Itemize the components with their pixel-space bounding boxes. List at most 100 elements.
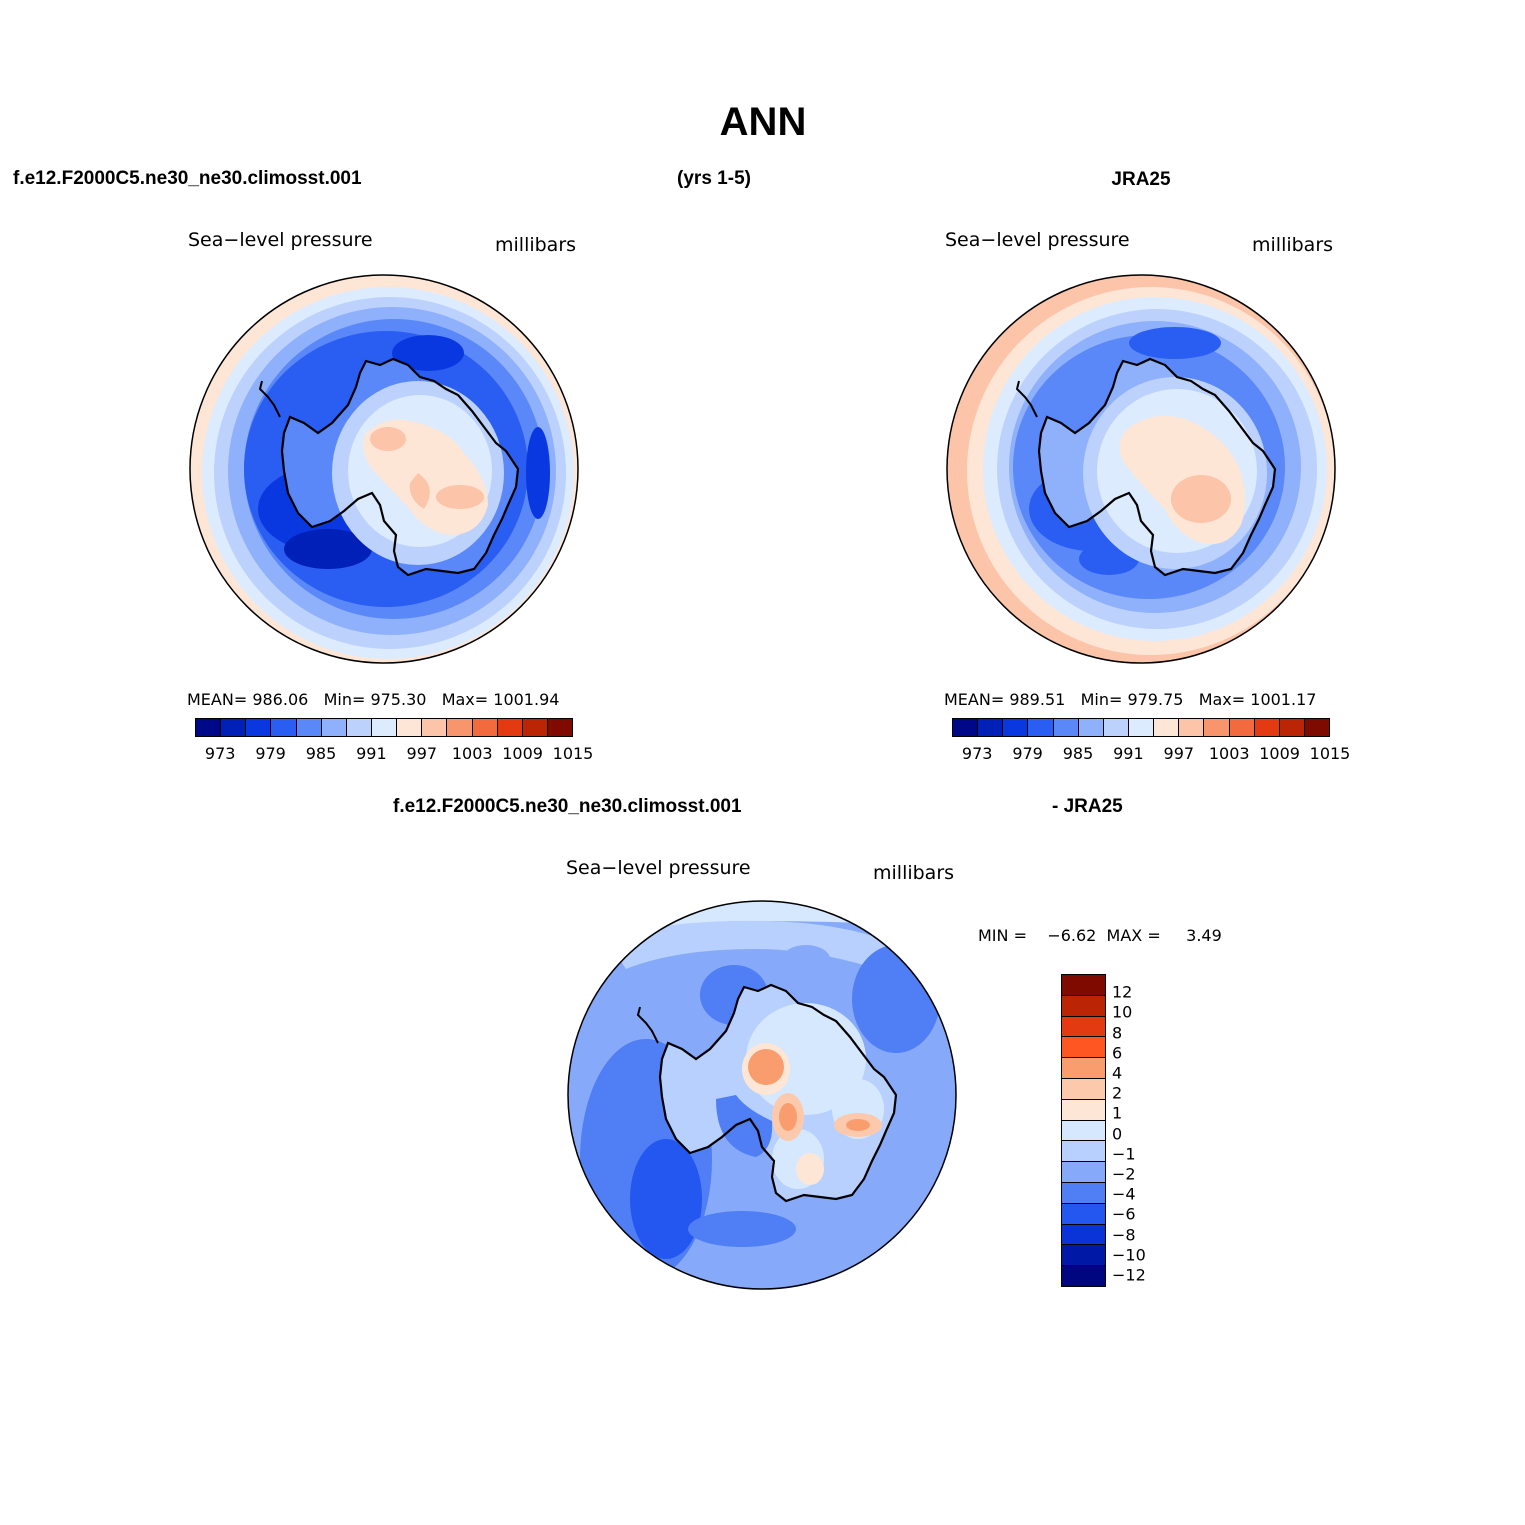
colorbar-tick-label: 1009: [1259, 744, 1300, 763]
reference-variable-label: Sea−level pressure: [945, 229, 1130, 251]
colorbar-tick-label: 1015: [552, 744, 594, 763]
difference-ref-header: - JRA25: [1052, 796, 1123, 817]
reference-units-label: millibars: [1252, 234, 1334, 256]
difference-units-label: millibars: [873, 862, 955, 884]
colorbar-cell: [1154, 719, 1180, 736]
colorbar-cell: [1279, 719, 1305, 736]
colorbar-tick-label: 1009: [502, 744, 543, 763]
colorbar-tick-label: 1015: [1309, 744, 1351, 763]
colorbar-cell: [1003, 719, 1029, 736]
colorbar-cell: [1062, 1245, 1105, 1267]
colorbar-cell: [1062, 1266, 1105, 1286]
model-colorbar-ticks: 973 979 985 991 997 1003 1009 1015: [195, 744, 593, 764]
colorbar-tick-label: −1: [1112, 1144, 1136, 1164]
model-units-label: millibars: [495, 234, 577, 256]
colorbar-cell: [321, 719, 347, 736]
colorbar-cell: [497, 719, 523, 736]
colorbar-cell: [1053, 719, 1079, 736]
difference-colorbar-ticks: 12 10 8 6 4 2 1 0 −1 −2 −4 −6 −8 −10 −12: [1112, 974, 1172, 1287]
difference-polar-map: [567, 900, 957, 1290]
reference-colorbar: [952, 718, 1330, 737]
colorbar-tick-label: 979: [255, 744, 286, 763]
colorbar-tick-label: 985: [1062, 744, 1094, 763]
colorbar-cell: [1062, 975, 1105, 996]
case-name-header: f.e12.F2000C5.ne30_ne30.climosst.001: [13, 168, 362, 189]
colorbar-tick-label: −2: [1112, 1164, 1136, 1184]
colorbar-cell: [1062, 1224, 1105, 1246]
model-polar-map: [189, 274, 579, 664]
colorbar-cell: [371, 719, 398, 736]
colorbar-cell: [196, 719, 222, 736]
reference-polar-map: [946, 274, 1336, 664]
difference-stats: MIN = −6.62 MAX = 3.49: [978, 926, 1222, 945]
colorbar-cell: [397, 719, 423, 736]
colorbar-tick-label: −12: [1112, 1265, 1146, 1285]
colorbar-cell: [978, 719, 1004, 736]
colorbar-tick-label: 1: [1112, 1103, 1123, 1123]
colorbar-tick-label: 991: [356, 744, 387, 763]
colorbar-cell: [271, 719, 297, 736]
colorbar-cell: [1028, 719, 1054, 736]
colorbar-cell: [1062, 1162, 1105, 1183]
colorbar-tick-label: 973: [961, 744, 993, 763]
difference-case-header: f.e12.F2000C5.ne30_ne30.climosst.001: [393, 796, 742, 817]
colorbar-tick-label: 997: [1163, 744, 1195, 763]
colorbar-tick-label: 0: [1112, 1124, 1123, 1144]
page-title: ANN: [719, 100, 807, 144]
colorbar-cell: [422, 719, 448, 736]
model-variable-label: Sea−level pressure: [188, 229, 373, 251]
colorbar-cell: [1062, 1182, 1105, 1204]
colorbar-tick-label: 6: [1112, 1043, 1123, 1063]
colorbar-cell: [1062, 1203, 1105, 1225]
colorbar-cell: [1229, 719, 1255, 736]
reference-stats: MEAN= 989.51 Min= 979.75 Max= 1001.17: [944, 690, 1317, 709]
colorbar-cell: [547, 719, 573, 736]
reference-colorbar-ticks: 973 979 985 991 997 1003 1009 1015: [952, 744, 1350, 764]
reference-header: JRA25: [1111, 169, 1171, 190]
colorbar-cell: [1103, 719, 1129, 736]
colorbar-cell: [346, 719, 372, 736]
colorbar-tick-label: −4: [1112, 1184, 1136, 1204]
colorbar-tick-label: 991: [1113, 744, 1144, 763]
difference-variable-label: Sea−level pressure: [566, 857, 751, 879]
colorbar-tick-label: 985: [305, 744, 337, 763]
colorbar-cell: [953, 719, 979, 736]
colorbar-cell: [1254, 719, 1280, 736]
colorbar-cell: [472, 719, 498, 736]
colorbar-tick-label: 997: [406, 744, 438, 763]
colorbar-cell: [1179, 719, 1205, 736]
colorbar-cell: [1062, 995, 1105, 1017]
colorbar-tick-label: 10: [1112, 1002, 1133, 1022]
colorbar-cell: [1304, 719, 1330, 736]
colorbar-cell: [1078, 719, 1104, 736]
colorbar-tick-label: 2: [1112, 1083, 1123, 1103]
years-header: (yrs 1-5): [677, 168, 751, 189]
colorbar-tick-label: 1003: [451, 744, 493, 763]
model-stats: MEAN= 986.06 Min= 975.30 Max= 1001.94: [187, 690, 560, 709]
colorbar-cell: [447, 719, 473, 736]
colorbar-tick-label: −10: [1112, 1245, 1146, 1265]
colorbar-tick-label: 4: [1112, 1063, 1123, 1083]
difference-colorbar: [1061, 974, 1106, 1287]
colorbar-tick-label: 8: [1112, 1023, 1123, 1043]
colorbar-tick-label: 1003: [1208, 744, 1250, 763]
colorbar-cell: [522, 719, 548, 736]
colorbar-tick-label: −8: [1112, 1225, 1136, 1245]
colorbar-tick-label: −6: [1112, 1204, 1136, 1224]
colorbar-tick-label: 973: [204, 744, 236, 763]
colorbar-cell: [221, 719, 247, 736]
colorbar-cell: [296, 719, 322, 736]
colorbar-cell: [1062, 1058, 1105, 1079]
colorbar-tick-label: 979: [1012, 744, 1043, 763]
colorbar-tick-label: 12: [1112, 982, 1133, 1002]
colorbar-cell: [1062, 1037, 1105, 1059]
model-colorbar: [195, 718, 573, 737]
colorbar-cell: [1128, 719, 1155, 736]
colorbar-cell: [246, 719, 272, 736]
colorbar-cell: [1062, 1099, 1105, 1121]
colorbar-cell: [1062, 1120, 1105, 1142]
colorbar-cell: [1062, 1078, 1105, 1100]
colorbar-cell: [1204, 719, 1230, 736]
colorbar-cell: [1062, 1141, 1105, 1163]
colorbar-cell: [1062, 1016, 1105, 1038]
